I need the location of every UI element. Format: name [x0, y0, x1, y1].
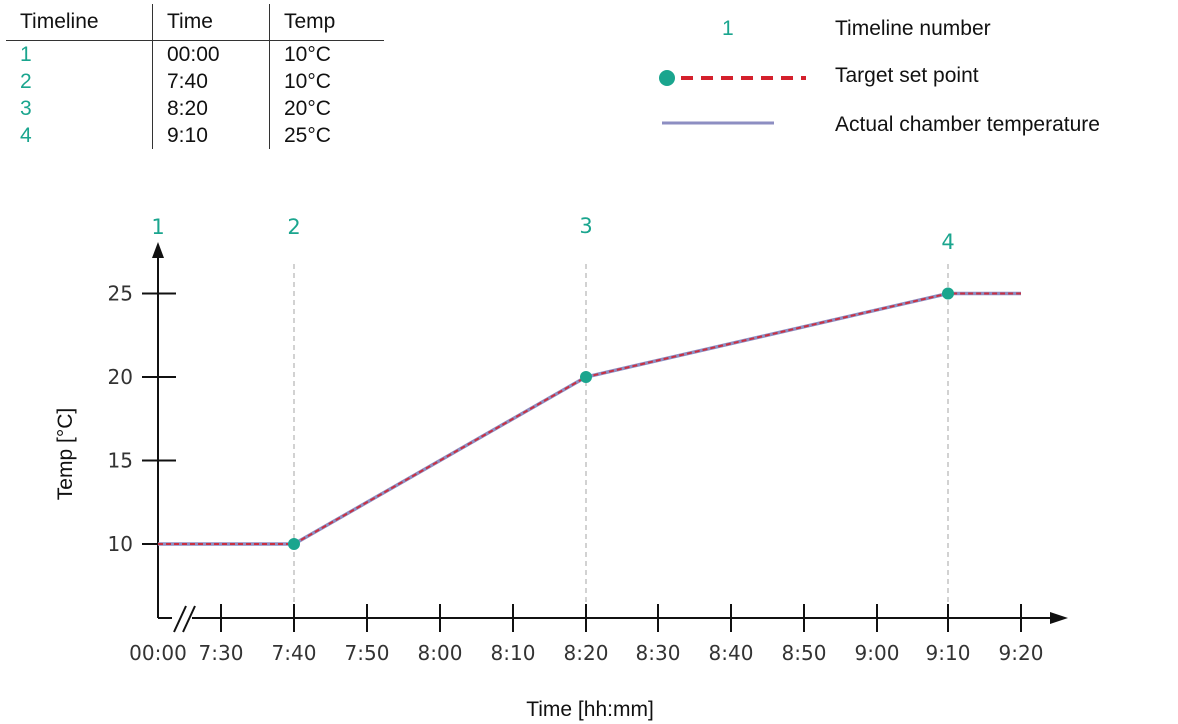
timeline-cell: 2	[20, 69, 32, 93]
actual-temperature-line	[158, 291, 1021, 546]
column-header: Time	[152, 4, 270, 41]
table-row: 2 7:40 10°C	[6, 68, 384, 95]
legend-target-marker	[659, 70, 675, 86]
timeline-number-label: 1	[151, 215, 164, 239]
chart-series	[158, 287, 1021, 550]
setpoint-marker	[580, 371, 592, 383]
x-tick-label: 7:30	[199, 641, 244, 665]
x-tick-label: 9:20	[999, 641, 1044, 665]
legend-actual-label: Actual chamber temperature	[835, 113, 1100, 136]
time-cell: 8:20	[152, 95, 270, 122]
x-tick-label: 8:00	[418, 641, 463, 665]
temp-cell: 25°C	[269, 122, 384, 149]
y-tick-label: 25	[108, 282, 133, 306]
temp-cell: 10°C	[269, 40, 384, 68]
x-tick-label: 8:50	[782, 641, 827, 665]
x-tick-label: 7:40	[272, 641, 317, 665]
timeline-number-label: 3	[579, 214, 592, 238]
x-tick-label: 8:10	[491, 641, 536, 665]
y-tick-label: 15	[108, 449, 133, 473]
x-tick-label: 9:00	[855, 641, 900, 665]
time-cell: 00:00	[152, 40, 270, 68]
x-tick-label: 8:20	[564, 641, 609, 665]
legend-target-label: Target set point	[835, 64, 979, 87]
x-axis-label: Time [hh:mm]	[526, 698, 654, 721]
time-cell: 9:10	[152, 122, 270, 149]
timeline-guides	[293, 264, 949, 618]
legend-number-symbol: 1	[722, 17, 734, 40]
setpoint-marker	[942, 287, 954, 300]
x-axis-arrow	[1050, 612, 1068, 624]
time-cell: 7:40	[152, 68, 270, 95]
timeline-table: Timeline Time Temp 1 00:00 10°C 2 7:40 1…	[6, 4, 384, 149]
x-tick-label: 8:40	[709, 641, 754, 665]
x-tick-label: 00:00	[129, 641, 187, 665]
timeline-cell: 1	[20, 42, 32, 66]
setpoint-marker	[288, 538, 300, 550]
axis-break-mark	[182, 605, 196, 633]
table-row: 1 00:00 10°C	[6, 40, 384, 68]
chart-labels: 00:00 7:30 7:40 7:50 8:00 8:10 8:20 8:30 8:40 8:5…	[108, 214, 1044, 665]
y-axis-arrow	[152, 242, 164, 258]
axis-break-mark	[173, 605, 187, 633]
table-row: 4 9:10 25°C	[6, 122, 384, 149]
legend-number-label: Timeline number	[835, 17, 991, 40]
column-header: Timeline	[6, 4, 153, 41]
x-tick-label: 8:30	[636, 641, 681, 665]
y-tick-label: 20	[108, 365, 133, 389]
temp-cell: 10°C	[269, 68, 384, 95]
x-tick-label: 7:50	[345, 641, 390, 665]
timeline-number-label: 2	[287, 215, 300, 239]
timeline-cell: 3	[20, 96, 32, 120]
chart-axes	[142, 242, 1068, 633]
y-tick-label: 10	[108, 532, 133, 556]
y-axis-label: Temp [°C]	[54, 408, 77, 500]
column-header: Temp	[269, 4, 384, 41]
table-header-row: Timeline Time Temp	[6, 4, 384, 41]
timeline-number-label: 4	[941, 230, 954, 254]
x-tick-label: 9:10	[926, 641, 971, 665]
target-setpoint-line	[158, 292, 1021, 545]
table-row: 3 8:20 20°C	[6, 95, 384, 122]
temp-cell: 20°C	[269, 95, 384, 122]
legend-swatches	[659, 70, 806, 125]
timeline-cell: 4	[20, 123, 32, 147]
